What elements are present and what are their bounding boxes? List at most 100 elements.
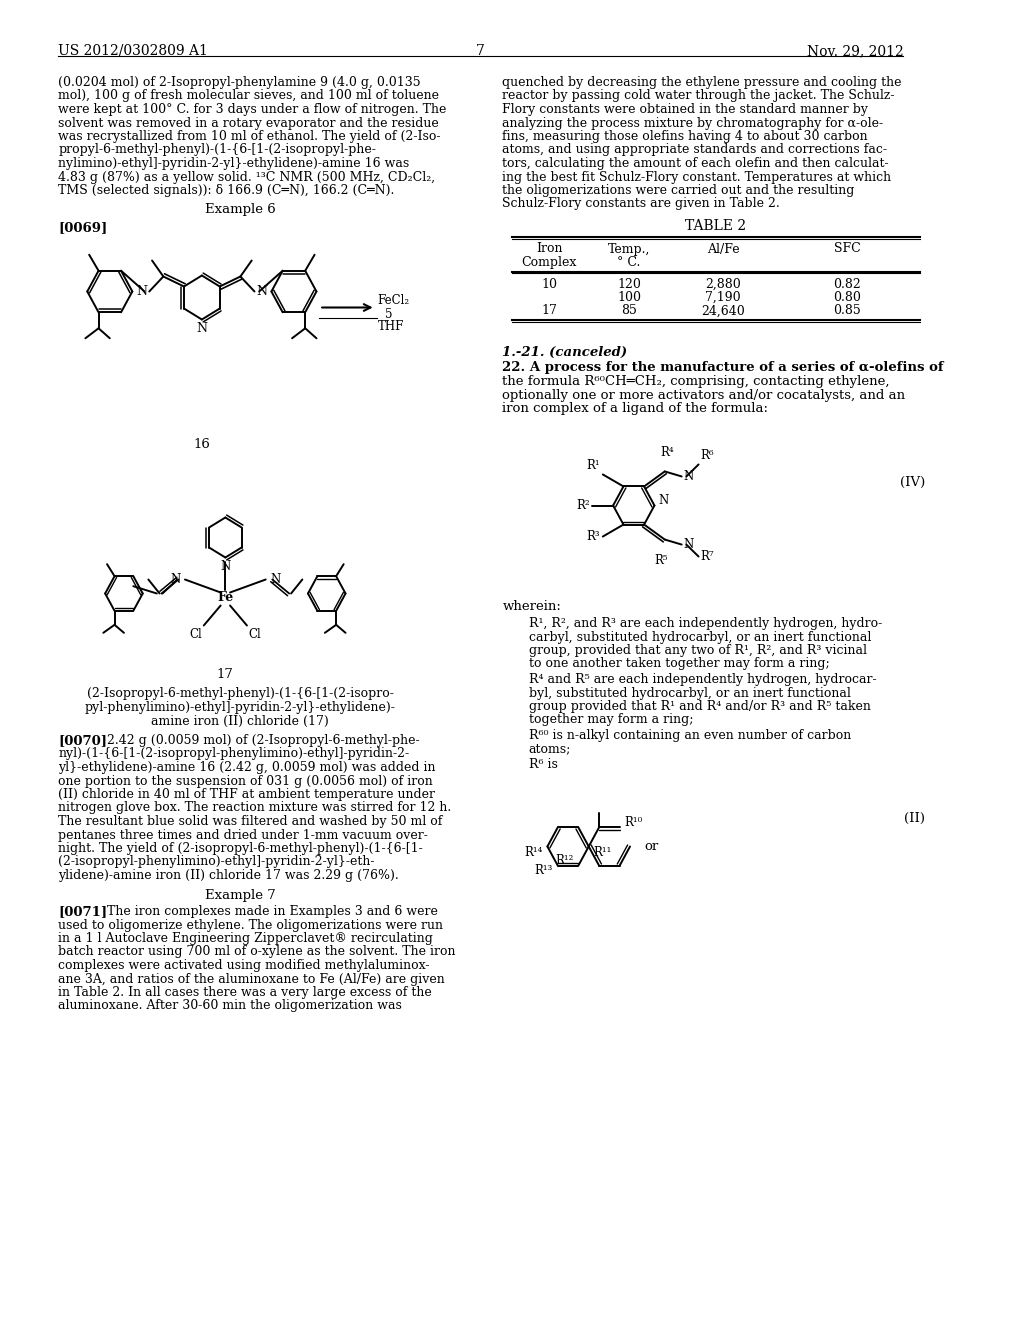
Text: in a 1 l Autoclave Engineering Zipperclavet® recirculating: in a 1 l Autoclave Engineering Zippercla… <box>58 932 433 945</box>
Text: Schulz-Flory constants are given in Table 2.: Schulz-Flory constants are given in Tabl… <box>503 198 780 210</box>
Text: 16: 16 <box>194 437 210 450</box>
Text: Example 6: Example 6 <box>205 203 275 216</box>
Text: THF: THF <box>378 319 403 333</box>
Text: N: N <box>136 285 147 298</box>
Text: night. The yield of (2-isopropyl-6-methyl-phenyl)-(1-{6-[1-: night. The yield of (2-isopropyl-6-methy… <box>58 842 423 855</box>
Text: analyzing the process mixture by chromatography for α-ole-: analyzing the process mixture by chromat… <box>503 116 884 129</box>
Text: N: N <box>197 322 208 335</box>
Text: Nov. 29, 2012: Nov. 29, 2012 <box>807 44 903 58</box>
Text: ylidene)-amine iron (II) chloride 17 was 2.29 g (76%).: ylidene)-amine iron (II) chloride 17 was… <box>58 869 399 882</box>
Text: pentanes three times and dried under 1-mm vacuum over-: pentanes three times and dried under 1-m… <box>58 829 428 842</box>
Text: together may form a ring;: together may form a ring; <box>528 714 693 726</box>
Text: (II) chloride in 40 ml of THF at ambient temperature under: (II) chloride in 40 ml of THF at ambient… <box>58 788 435 801</box>
Text: was recrystallized from 10 ml of ethanol. The yield of (2-Iso-: was recrystallized from 10 ml of ethanol… <box>58 129 440 143</box>
Text: Flory constants were obtained in the standard manner by: Flory constants were obtained in the sta… <box>503 103 868 116</box>
Text: batch reactor using 700 ml of o-xylene as the solvent. The iron: batch reactor using 700 ml of o-xylene a… <box>58 945 456 958</box>
Text: aluminoxane. After 30-60 min the oligomerization was: aluminoxane. After 30-60 min the oligome… <box>58 999 402 1012</box>
Text: R⁷: R⁷ <box>700 550 714 564</box>
Text: quenched by decreasing the ethylene pressure and cooling the: quenched by decreasing the ethylene pres… <box>503 77 902 88</box>
Text: R⁶ is: R⁶ is <box>528 758 557 771</box>
Text: optionally one or more activators and/or cocatalysts, and an: optionally one or more activators and/or… <box>503 388 905 401</box>
Text: (2-Isopropyl-6-methyl-phenyl)-(1-{6-[1-(2-isopro-: (2-Isopropyl-6-methyl-phenyl)-(1-{6-[1-(… <box>87 688 394 701</box>
Text: reactor by passing cold water through the jacket. The Schulz-: reactor by passing cold water through th… <box>503 90 895 103</box>
Text: iron complex of a ligand of the formula:: iron complex of a ligand of the formula: <box>503 403 768 414</box>
Text: N: N <box>220 561 230 573</box>
Text: 0.80: 0.80 <box>834 290 861 304</box>
Text: Example 7: Example 7 <box>205 888 275 902</box>
Text: 120: 120 <box>617 277 641 290</box>
Text: tors, calculating the amount of each olefin and then calculat-: tors, calculating the amount of each ole… <box>503 157 889 170</box>
Text: Temp.,: Temp., <box>608 243 650 256</box>
Text: atoms, and using appropriate standards and corrections fac-: atoms, and using appropriate standards a… <box>503 144 888 157</box>
Text: R¹³: R¹³ <box>535 865 553 876</box>
Text: 7: 7 <box>476 44 485 58</box>
Text: R³: R³ <box>587 531 600 543</box>
Text: (2-isopropyl-phenylimino)-ethyl]-pyridin-2-yl}-eth-: (2-isopropyl-phenylimino)-ethyl]-pyridin… <box>58 855 375 869</box>
Text: byl, substituted hydrocarbyl, or an inert functional: byl, substituted hydrocarbyl, or an iner… <box>528 686 851 700</box>
Text: amine iron (II) chloride (17): amine iron (II) chloride (17) <box>152 714 330 727</box>
Text: 7,190: 7,190 <box>706 290 740 304</box>
Text: 100: 100 <box>617 290 641 304</box>
Text: one portion to the suspension of 031 g (0.0056 mol) of iron: one portion to the suspension of 031 g (… <box>58 775 433 788</box>
Text: used to oligomerize ethylene. The oligomerizations were run: used to oligomerize ethylene. The oligom… <box>58 919 443 932</box>
Text: or: or <box>644 840 658 853</box>
Text: N: N <box>684 470 694 483</box>
Text: N: N <box>658 494 669 507</box>
Text: R⁴ and R⁵ are each independently hydrogen, hydrocar-: R⁴ and R⁵ are each independently hydroge… <box>528 673 877 686</box>
Text: the oligomerizations were carried out and the resulting: the oligomerizations were carried out an… <box>503 183 855 197</box>
Text: Iron: Iron <box>536 243 562 256</box>
Text: N: N <box>270 573 281 586</box>
Text: carbyl, substituted hydrocarbyl, or an inert functional: carbyl, substituted hydrocarbyl, or an i… <box>528 631 871 644</box>
Text: Complex: Complex <box>521 256 577 269</box>
Text: nyl)-(1-{6-[1-(2-isopropyl-phenylimino)-ethyl]-pyridin-2-: nyl)-(1-{6-[1-(2-isopropyl-phenylimino)-… <box>58 747 410 760</box>
Text: group, provided that any two of R¹, R², and R³ vicinal: group, provided that any two of R¹, R², … <box>528 644 866 657</box>
Text: SFC: SFC <box>834 243 861 256</box>
Text: [0069]: [0069] <box>58 220 108 234</box>
Text: [0071]: [0071] <box>58 906 108 917</box>
Text: [0070]: [0070] <box>58 734 108 747</box>
Text: R²: R² <box>577 499 590 512</box>
Text: 0.85: 0.85 <box>834 305 861 318</box>
Text: fins, measuring those olefins having 4 to about 30 carbon: fins, measuring those olefins having 4 t… <box>503 129 868 143</box>
Text: 22. A process for the manufacture of a series of α-olefins of: 22. A process for the manufacture of a s… <box>503 362 944 375</box>
Text: ane 3A, and ratios of the aluminoxane to Fe (Al/Fe) are given: ane 3A, and ratios of the aluminoxane to… <box>58 973 445 986</box>
Text: pyl-phenylimino)-ethyl]-pyridin-2-yl}-ethylidene)-: pyl-phenylimino)-ethyl]-pyridin-2-yl}-et… <box>85 701 396 714</box>
Text: 17: 17 <box>542 305 557 318</box>
Text: were kept at 100° C. for 3 days under a flow of nitrogen. The: were kept at 100° C. for 3 days under a … <box>58 103 446 116</box>
Text: R⁵: R⁵ <box>654 553 668 566</box>
Text: wherein:: wherein: <box>503 601 561 614</box>
Text: complexes were activated using modified methylaluminox-: complexes were activated using modified … <box>58 960 430 972</box>
Text: R¹⁴: R¹⁴ <box>524 846 543 859</box>
Text: Cl: Cl <box>189 627 202 640</box>
Text: TMS (selected signals)): δ 166.9 (C═N), 166.2 (C═N).: TMS (selected signals)): δ 166.9 (C═N), … <box>58 183 394 197</box>
Text: N: N <box>256 285 267 298</box>
Text: R¹: R¹ <box>587 459 600 473</box>
Text: R¹²: R¹² <box>555 854 573 867</box>
Text: group provided that R¹ and R⁴ and/or R³ and R⁵ taken: group provided that R¹ and R⁴ and/or R³ … <box>528 700 870 713</box>
Text: nylimino)-ethyl]-pyridin-2-yl}-ethylidene)-amine 16 was: nylimino)-ethyl]-pyridin-2-yl}-ethyliden… <box>58 157 410 170</box>
Text: 1.-21. (canceled): 1.-21. (canceled) <box>503 346 628 359</box>
Text: 2,880: 2,880 <box>706 277 740 290</box>
Text: 0.82: 0.82 <box>834 277 861 290</box>
Text: the formula R⁶⁰CH═CH₂, comprising, contacting ethylene,: the formula R⁶⁰CH═CH₂, comprising, conta… <box>503 375 890 388</box>
Text: (II): (II) <box>904 812 925 825</box>
Text: nitrogen glove box. The reaction mixture was stirred for 12 h.: nitrogen glove box. The reaction mixture… <box>58 801 452 814</box>
Text: Al/Fe: Al/Fe <box>707 243 739 256</box>
Text: 4.83 g (87%) as a yellow solid. ¹³C NMR (500 MHz, CD₂Cl₂,: 4.83 g (87%) as a yellow solid. ¹³C NMR … <box>58 170 435 183</box>
Text: TABLE 2: TABLE 2 <box>685 219 746 234</box>
Text: mol), 100 g of fresh molecular sieves, and 100 ml of toluene: mol), 100 g of fresh molecular sieves, a… <box>58 90 439 103</box>
Text: R⁶⁰ is n-alkyl containing an even number of carbon: R⁶⁰ is n-alkyl containing an even number… <box>528 729 851 742</box>
Text: N: N <box>684 539 694 550</box>
Text: 24,640: 24,640 <box>701 305 744 318</box>
Text: ing the best fit Schulz-Flory constant. Temperatures at which: ing the best fit Schulz-Flory constant. … <box>503 170 892 183</box>
Text: N: N <box>170 573 180 586</box>
Text: Cl: Cl <box>249 627 261 640</box>
Text: propyl-6-methyl-phenyl)-(1-{6-[1-(2-isopropyl-phe-: propyl-6-methyl-phenyl)-(1-{6-[1-(2-isop… <box>58 144 376 157</box>
Text: 10: 10 <box>542 277 557 290</box>
Text: 2.42 g (0.0059 mol) of (2-Isopropyl-6-methyl-phe-: 2.42 g (0.0059 mol) of (2-Isopropyl-6-me… <box>108 734 420 747</box>
Text: atoms;: atoms; <box>528 742 571 755</box>
Text: The iron complexes made in Examples 3 and 6 were: The iron complexes made in Examples 3 an… <box>108 906 438 917</box>
Text: in Table 2. In all cases there was a very large excess of the: in Table 2. In all cases there was a ver… <box>58 986 432 999</box>
Text: 85: 85 <box>622 305 637 318</box>
Text: The resultant blue solid was filtered and washed by 50 ml of: The resultant blue solid was filtered an… <box>58 814 442 828</box>
